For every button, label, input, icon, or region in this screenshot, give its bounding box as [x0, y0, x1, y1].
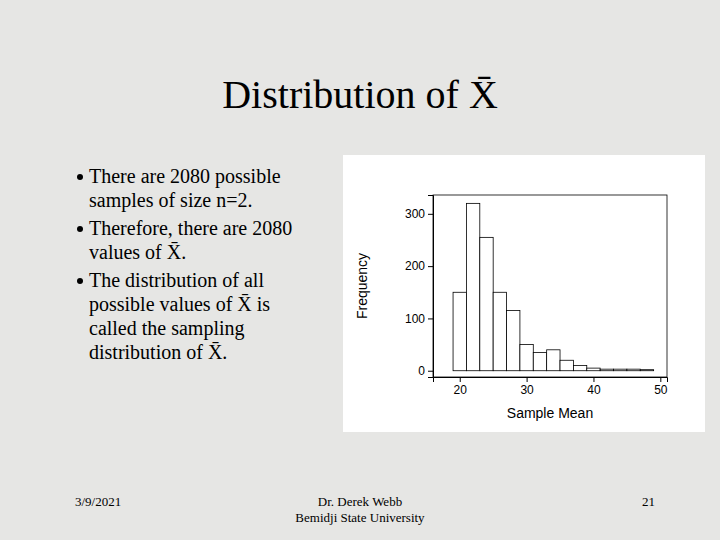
- footer-author: Dr. Derek Webb: [318, 494, 402, 509]
- slide: Distribution of X̄ There are 2080 possibl…: [0, 0, 720, 540]
- bullet-text: called the sampling: [89, 317, 245, 340]
- bullet-text: possible values of X̄ is: [89, 293, 270, 316]
- y-tick-mark: [428, 266, 433, 267]
- x-tick-mark: [660, 377, 661, 382]
- bullet-dot: [77, 278, 83, 284]
- page-number: 21: [642, 494, 655, 509]
- histogram-bar: [480, 237, 493, 370]
- bullet-text: samples of size n=2.: [89, 189, 252, 212]
- x-axis-line: [434, 378, 668, 383]
- slide-background: [0, 0, 720, 540]
- histogram-bar: [573, 365, 586, 370]
- y-tick-mark: [428, 318, 433, 319]
- footer-author: Bemidji State University: [295, 510, 425, 525]
- histogram-bar: [600, 369, 613, 371]
- bars: [453, 203, 654, 370]
- y-axis: 0 100 200 300: [405, 196, 434, 379]
- histogram-bar: [507, 311, 520, 371]
- x-tick-label: 30: [520, 383, 534, 397]
- x-tick: 40: [587, 377, 601, 397]
- x-axis: 20 30 40 50: [434, 377, 668, 397]
- y-tick: 100: [405, 312, 433, 326]
- y-tick: 300: [405, 207, 433, 221]
- y-tick-label: 200: [405, 259, 425, 273]
- bullet-text: values of X̄.: [89, 241, 186, 263]
- y-tick: 0: [418, 364, 433, 378]
- plot-frame: [433, 195, 667, 377]
- y-tick-label: 300: [405, 207, 425, 221]
- x-tick-mark: [593, 377, 594, 382]
- x-tick: 20: [454, 377, 468, 397]
- histogram-bar: [453, 292, 466, 370]
- histogram-bar: [587, 368, 600, 371]
- bullet-text: Therefore, there are 2080: [89, 217, 292, 239]
- x-tick: 30: [520, 377, 534, 397]
- bullet-dot: [77, 174, 83, 180]
- histogram-bar: [547, 350, 560, 371]
- y-tick-mark: [428, 371, 433, 372]
- footer-date: 3/9/2021: [75, 494, 121, 509]
- x-tick-label: 20: [454, 383, 468, 397]
- histogram-bar: [520, 345, 533, 371]
- y-tick-label: 0: [418, 364, 425, 378]
- slide-title: Distribution of X̄: [222, 72, 498, 117]
- histogram-bar: [466, 203, 479, 370]
- histogram-bar: [627, 369, 640, 371]
- x-tick-label: 50: [654, 383, 668, 397]
- histogram-bar: [560, 360, 573, 370]
- x-axis-title: Sample Mean: [507, 405, 593, 421]
- x-tick-label: 40: [587, 383, 601, 397]
- bullet-dot: [77, 226, 83, 232]
- footer: 3/9/2021 Dr. Derek WebbBemidji State Univ…: [75, 494, 655, 525]
- histogram-bar: [533, 352, 546, 370]
- bullet-text: There are 2080 possible: [89, 165, 281, 188]
- chart-panel: [343, 155, 705, 432]
- y-tick-label: 100: [405, 312, 425, 326]
- y-axis-line: [428, 196, 434, 378]
- histogram: 20 30 40 50 0 100 200 300 Sample Mean Frequency: [354, 195, 668, 421]
- x-tick-mark: [460, 377, 461, 382]
- x-tick-mark: [527, 377, 528, 382]
- histogram-bar: [493, 292, 506, 370]
- y-axis-title: Frequency: [354, 253, 370, 319]
- y-tick: 200: [405, 259, 433, 273]
- histogram-bar: [640, 370, 653, 371]
- bullet-text: distribution of X̄.: [89, 341, 227, 363]
- histogram-bar: [614, 369, 627, 371]
- bullet-text: The distribution of all: [89, 269, 264, 291]
- x-tick: 50: [654, 377, 668, 397]
- y-tick-mark: [428, 214, 433, 215]
